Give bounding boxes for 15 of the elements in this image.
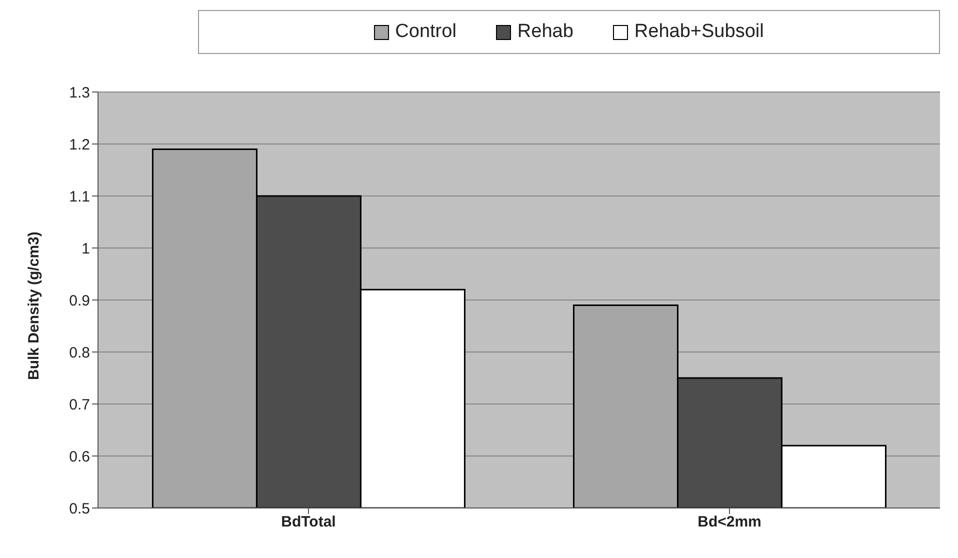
y-tick-label: 0.5 xyxy=(69,500,90,518)
y-tick-label: 0.6 xyxy=(69,448,90,466)
legend-label: Rehab+Subsoil xyxy=(633,21,764,43)
y-tick-label: 0.9 xyxy=(69,292,90,310)
y-tick-label: 1.3 xyxy=(69,84,90,102)
y-tick-label: 1 xyxy=(82,240,90,258)
y-tick-label: 1.2 xyxy=(69,136,90,154)
x-tick-label: BdTotal xyxy=(281,514,336,531)
y-tick-label: 0.8 xyxy=(69,344,90,362)
y-tick-label: 0.7 xyxy=(69,396,90,414)
x-tick-label: Bd<2mm xyxy=(698,514,762,531)
legend-label: Rehab xyxy=(516,21,574,43)
y-tick-label: 1.1 xyxy=(69,188,90,206)
legend-label: Control xyxy=(394,21,456,43)
y-axis-title: Bulk Density (g/cm3) xyxy=(25,232,42,380)
